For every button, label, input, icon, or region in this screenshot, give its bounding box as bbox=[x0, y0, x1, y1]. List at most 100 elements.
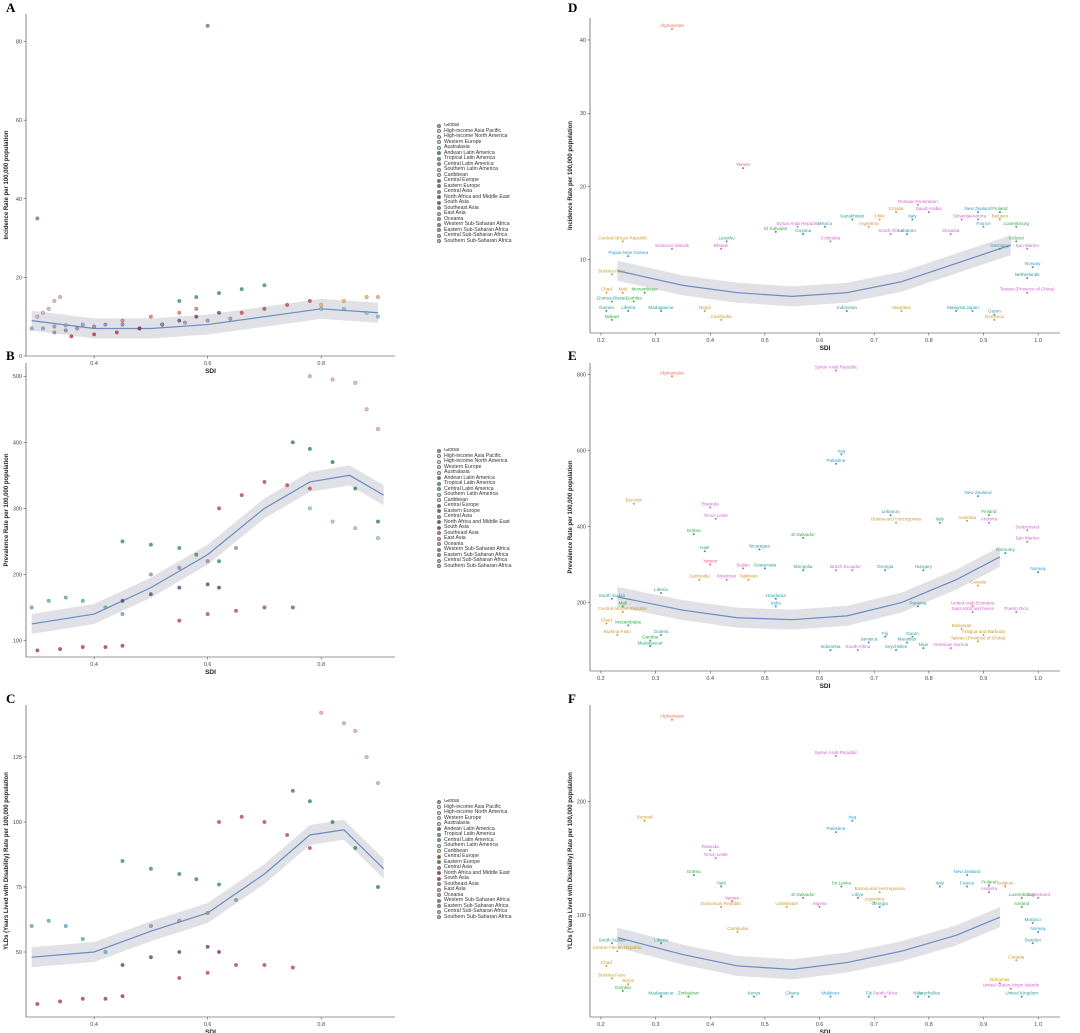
country-point bbox=[627, 255, 630, 258]
country-point bbox=[1015, 959, 1018, 962]
country-label: Haiti bbox=[717, 881, 726, 886]
legend-label: Eastern Sub-Saharan Africa bbox=[444, 226, 509, 233]
legend-item: Central Sub-Saharan Africa bbox=[437, 232, 511, 239]
country-label: Bosnia and Herzegovina bbox=[871, 517, 921, 522]
x-tick-label: 0.7 bbox=[870, 1022, 878, 1028]
data-point bbox=[177, 872, 182, 876]
legend-label: Southeast Asia bbox=[444, 880, 479, 887]
country-label: New Zealand bbox=[954, 869, 982, 874]
country-point bbox=[987, 884, 990, 887]
country-label: Italy bbox=[936, 881, 945, 886]
y-axis-label: Incidence Rate per 100,000 population bbox=[4, 130, 10, 239]
data-point bbox=[52, 324, 57, 329]
legend-swatch bbox=[437, 810, 441, 815]
data-point bbox=[177, 918, 182, 923]
data-point bbox=[46, 918, 51, 923]
country-point bbox=[1031, 921, 1034, 924]
y-tick-label: 40 bbox=[16, 197, 22, 203]
legend-swatch bbox=[437, 805, 441, 810]
country-label: South Africa bbox=[845, 644, 870, 649]
country-point bbox=[802, 569, 805, 572]
legend-item: Australasia bbox=[437, 820, 511, 827]
y-tick-label: 30 bbox=[580, 111, 586, 117]
data-point bbox=[307, 374, 312, 379]
country-point bbox=[900, 310, 903, 313]
legend-swatch bbox=[437, 184, 441, 189]
legend-swatch bbox=[437, 536, 441, 541]
country-point bbox=[993, 318, 996, 321]
country-label: Seychelles bbox=[918, 991, 941, 996]
x-tick-label: 0.5 bbox=[761, 338, 769, 344]
data-point bbox=[285, 302, 290, 307]
data-point bbox=[285, 833, 290, 837]
data-point bbox=[63, 924, 68, 928]
y-tick-label: 500 bbox=[13, 374, 22, 380]
legend-item: Oceania bbox=[437, 540, 511, 548]
country-point bbox=[884, 635, 887, 638]
data-point bbox=[262, 283, 267, 288]
country-label: Burkina Faso bbox=[598, 972, 626, 977]
data-point bbox=[205, 911, 210, 915]
legend-label: East Asia bbox=[444, 535, 466, 541]
legend-swatch bbox=[437, 156, 441, 161]
country-label: Cambodia bbox=[689, 574, 710, 579]
data-point bbox=[341, 299, 346, 303]
country-point bbox=[927, 995, 930, 998]
country-label: Benin bbox=[622, 978, 634, 983]
country-point bbox=[731, 900, 734, 903]
legend-swatch bbox=[437, 222, 441, 227]
country-label: Andorra bbox=[981, 886, 998, 891]
country-label: Madagascar bbox=[648, 991, 674, 996]
data-point bbox=[239, 814, 244, 819]
data-point bbox=[63, 328, 68, 333]
legend-swatch bbox=[437, 195, 441, 200]
country-point bbox=[660, 942, 663, 945]
chart-D: 0.2 0.3 0.4 0.5 0.6 0.7 0.8 0.9 1.0 10 20 30 40 SDI In… bbox=[568, 18, 1060, 352]
country-point bbox=[632, 502, 635, 505]
data-point bbox=[234, 546, 238, 550]
legend-swatch bbox=[437, 843, 441, 848]
country-point bbox=[670, 375, 673, 378]
legend-item: Southeast Asia bbox=[437, 530, 511, 537]
legend-label: Southern Latin America bbox=[444, 842, 498, 848]
country-point bbox=[660, 995, 663, 998]
country-label: Zimbabwe bbox=[678, 991, 700, 996]
country-point bbox=[1037, 930, 1040, 933]
y-tick-label: 100 bbox=[577, 913, 586, 919]
country-point bbox=[698, 578, 701, 581]
country-label: Kazakhstan bbox=[840, 213, 864, 218]
legend-label: East Asia bbox=[444, 210, 466, 216]
panel-A: A 0.4 0.6 0.8 0 20 40 60 80 SDI Incidence Rate pe… bbox=[0, 0, 540, 375]
country-point bbox=[834, 462, 837, 465]
x-tick-label: 0.6 bbox=[816, 676, 824, 682]
country-label: Indonesia bbox=[837, 305, 857, 310]
legend-item: High-income Asia Pacific bbox=[437, 453, 511, 460]
country-label: Dominica bbox=[985, 314, 1005, 319]
country-label: Norway bbox=[1030, 566, 1046, 571]
data-point bbox=[177, 546, 182, 550]
x-tick-label: 0.5 bbox=[761, 676, 769, 682]
country-point bbox=[977, 640, 980, 643]
country-point bbox=[720, 247, 723, 250]
x-tick-label: 1.0 bbox=[1034, 338, 1042, 344]
country-label: Syrian Arab Republic bbox=[814, 365, 858, 370]
data-point bbox=[353, 526, 358, 531]
country-label: Puerto Rico bbox=[1004, 606, 1028, 611]
data-point bbox=[177, 950, 182, 954]
legend-item: Southern Latin America bbox=[437, 842, 511, 849]
country-label: San Marino bbox=[1015, 536, 1039, 541]
country-label: South Africa bbox=[878, 228, 903, 233]
x-tick-label: 0.6 bbox=[204, 662, 212, 668]
country-label: New Zealand bbox=[964, 490, 992, 495]
panel-letter-D: D bbox=[568, 0, 578, 15]
legend-item: Andean Latin America bbox=[437, 475, 511, 482]
country-point bbox=[895, 211, 898, 214]
data-point bbox=[239, 493, 244, 498]
country-point bbox=[736, 930, 739, 933]
country-label: Australia bbox=[958, 515, 976, 520]
country-point bbox=[720, 318, 723, 321]
legend-label: Oceania bbox=[444, 540, 464, 547]
country-label: Nepal bbox=[699, 305, 711, 310]
country-point bbox=[987, 514, 990, 517]
country-label: Belgium bbox=[992, 213, 1009, 218]
